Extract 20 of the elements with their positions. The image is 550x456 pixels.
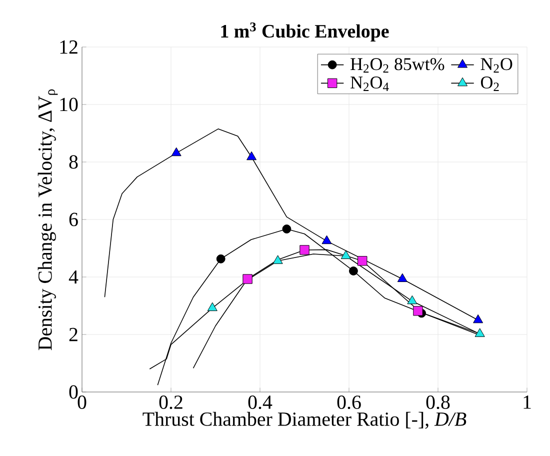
legend-label: H$_{2}$O$_{2}$ 85wt% bbox=[350, 58, 444, 73]
x-tick-label: 0.4 bbox=[248, 396, 272, 410]
y-axis-title: Density Change in Velocity, ∆V$_{ρ}$ bbox=[38, 89, 58, 350]
y-tick-label: 8 bbox=[69, 155, 78, 169]
x-tick-label: 1 bbox=[524, 396, 531, 409]
chart-title: 1 m$^{3}$ Cubic Envelope bbox=[221, 22, 389, 42]
y-tick-label: 4 bbox=[68, 270, 78, 284]
y-tick-label: 12 bbox=[60, 40, 78, 54]
x-tick-label: 0.2 bbox=[159, 396, 182, 410]
y-tick-label: 6 bbox=[69, 212, 78, 226]
y-tick-label: 10 bbox=[60, 98, 78, 112]
y-tick-label: 2 bbox=[69, 328, 78, 342]
x-axis-title: Thrust Chamber Diameter Ratio [-], D/B bbox=[142, 412, 466, 429]
x-tick-label: 0.8 bbox=[426, 396, 450, 410]
x-tick-label: 0.6 bbox=[337, 396, 361, 410]
legend-label: N$_{2}$O$_{4}$ bbox=[350, 76, 389, 91]
x-tick-label: 0 bbox=[78, 396, 86, 409]
legend-label: O$_{2}$ bbox=[480, 76, 499, 91]
legend-label: N$_{2}$O bbox=[480, 58, 512, 73]
y-tick-label: 0 bbox=[69, 385, 78, 399]
